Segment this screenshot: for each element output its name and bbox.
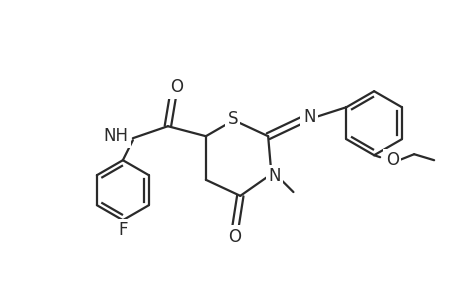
Text: N: N — [268, 167, 280, 185]
Text: NH: NH — [104, 127, 129, 145]
Text: F: F — [118, 221, 127, 239]
Text: S: S — [227, 110, 237, 128]
Text: O: O — [227, 228, 241, 246]
Text: O: O — [170, 78, 183, 96]
Text: O: O — [385, 151, 398, 169]
Text: N: N — [302, 108, 315, 126]
